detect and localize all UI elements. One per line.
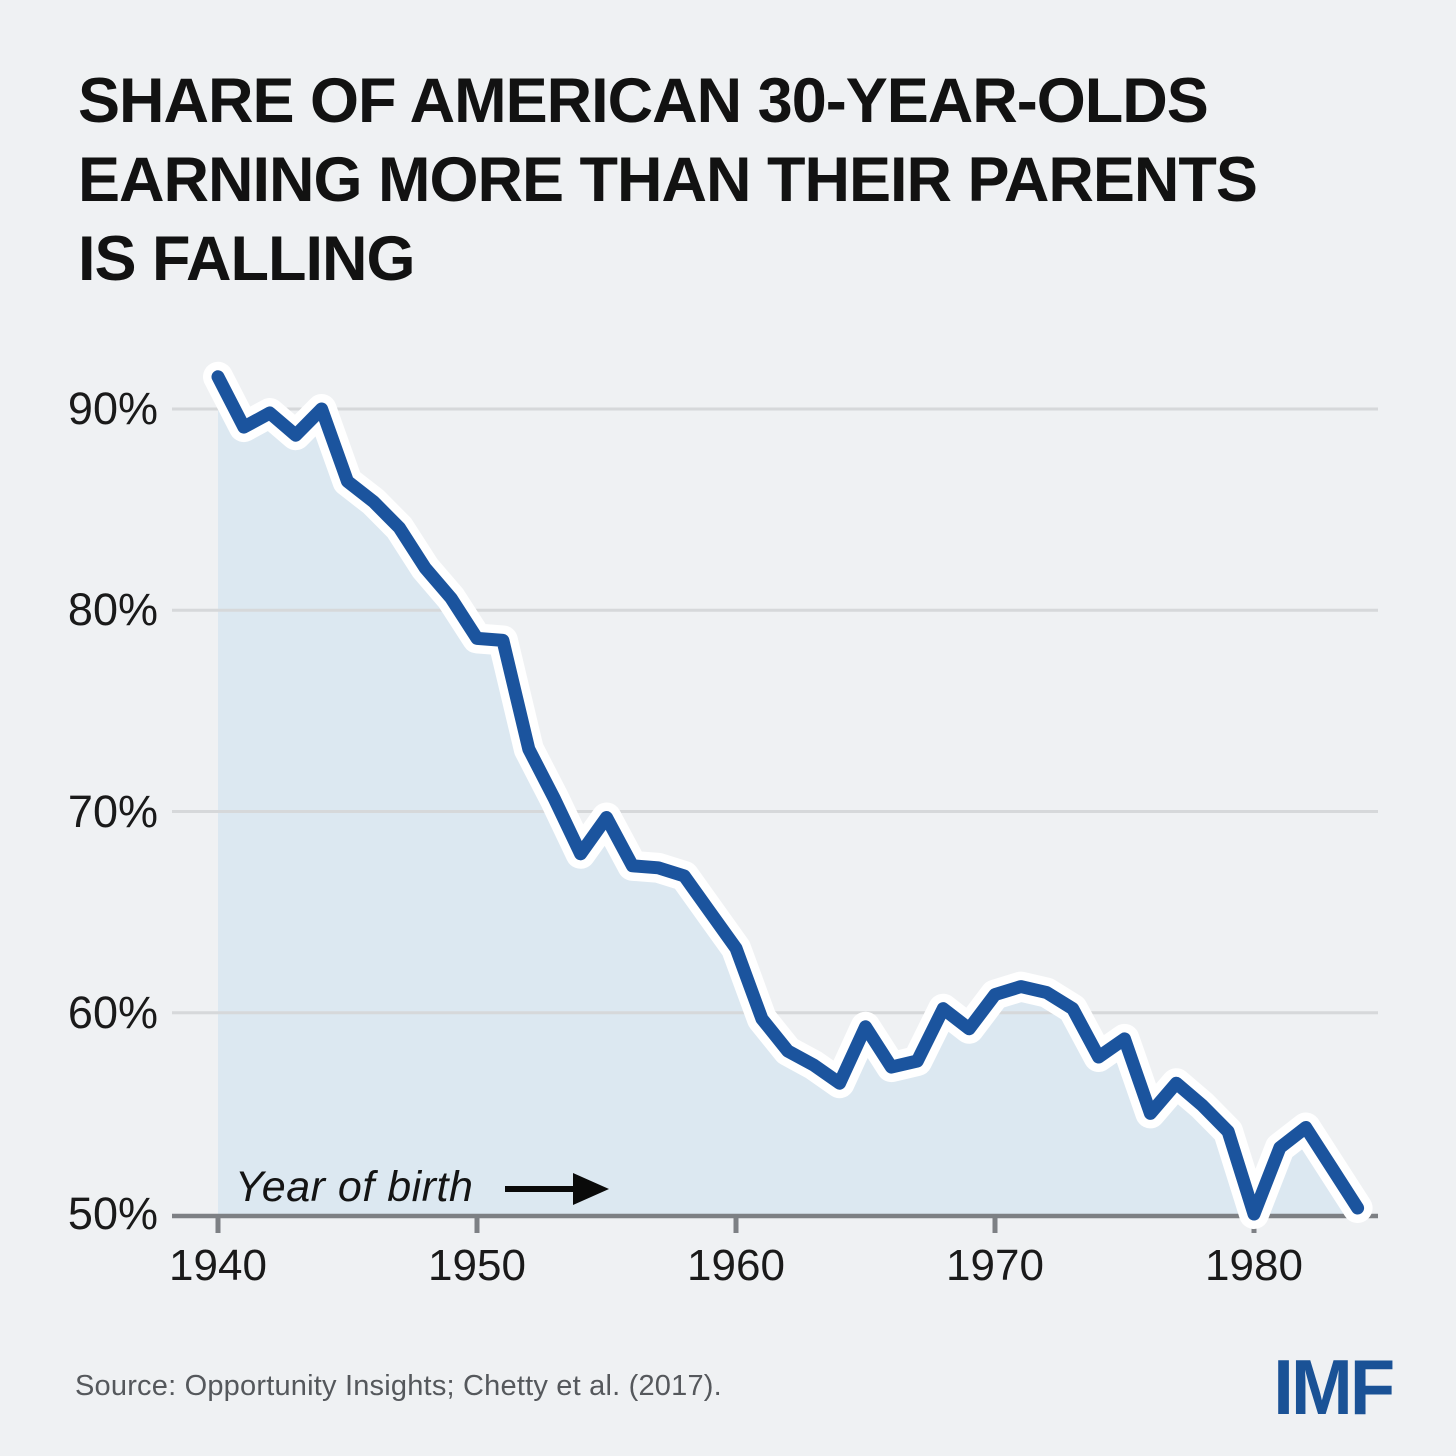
- chart-title: SHARE OF AMERICAN 30-YEAR-OLDS EARNING M…: [78, 66, 1258, 294]
- right-arrow-icon: [505, 1173, 610, 1205]
- x-axis-annotation-label: Year of birth: [235, 1162, 474, 1211]
- x-axis-tick: [215, 1218, 221, 1233]
- x-axis-tick: [992, 1218, 998, 1233]
- data-line: [211, 370, 1365, 1221]
- x-axis-tick: [733, 1218, 739, 1233]
- source-note: Source: Opportunity Insights; Chetty et …: [75, 1370, 722, 1402]
- imf-logo: IMF: [1272, 1343, 1395, 1431]
- x-axis-tick: [474, 1218, 480, 1233]
- area-fill: [218, 376, 1358, 1214]
- x-axis-annotation: Year of birth: [235, 1163, 611, 1211]
